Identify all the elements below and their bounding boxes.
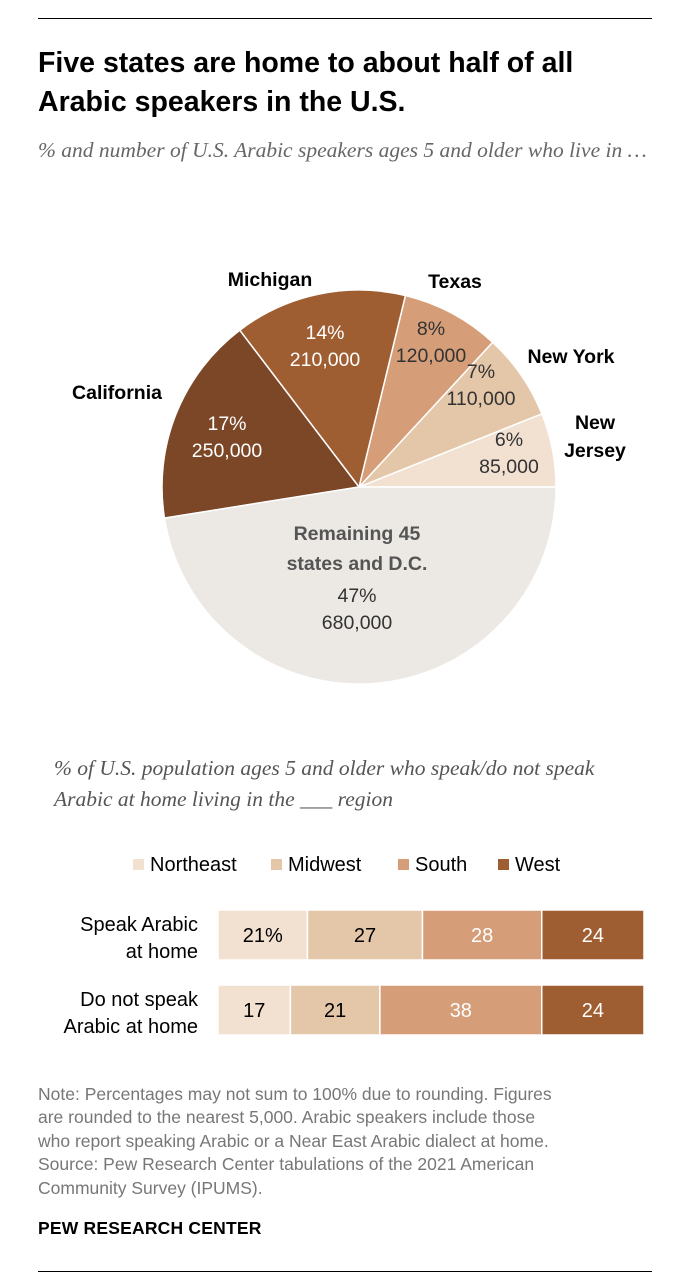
pie-percent-label-remaining-45-states-and-d-c: 47%	[337, 585, 376, 607]
chart-subtitle: % and number of U.S. Arabic speakers age…	[38, 138, 647, 162]
note-line: Community Survey (IPUMS).	[38, 1177, 263, 1198]
bar-segment-south-speak-arabic-at-home	[421, 909, 543, 961]
chart-title: Five states are home to about half of al…	[38, 47, 574, 118]
legend-label-south: South	[415, 854, 468, 876]
note-line: Source: Pew Research Center tabulations …	[38, 1154, 535, 1175]
pie-category-label-texas: Texas	[428, 271, 482, 293]
bar-segment-west-do-not-speak-arabic-at-home	[541, 984, 645, 1036]
bar-value-label-west: 24	[582, 925, 604, 947]
pie-category-label-new-york: New York	[527, 346, 614, 368]
legend-item-west: West	[498, 852, 560, 878]
bar-value-label-south: 38	[450, 1000, 472, 1022]
pie-category-label-california: California	[72, 382, 162, 404]
bar-category-label: Speak Arabic	[80, 914, 198, 936]
legend-swatch-south	[398, 859, 409, 870]
bar-segment-south-do-not-speak-arabic-at-home	[379, 984, 543, 1036]
bar-category-label: at home	[126, 941, 198, 963]
pie-category-label-remaining-45-states-and-d-c: states and D.C.	[287, 553, 428, 575]
note-line: are rounded to the nearest 5,000. Arabic…	[38, 1107, 536, 1128]
pie-number-label-texas: 120,000	[396, 345, 467, 367]
legend-item-midwest: Midwest	[271, 852, 361, 878]
legend-label-midwest: Midwest	[288, 854, 362, 876]
pie-category-label-new-jersey: Jersey	[564, 440, 626, 462]
pie-number-label-new-jersey: 85,000	[479, 456, 539, 478]
pie-category-label-michigan: Michigan	[228, 269, 313, 291]
pie-chart: 6% 85,000 New Jersey 7% 110,000 New York 8% 120,…	[72, 269, 626, 685]
bar-chart-subtitle: % of U.S. population ages 5 and older wh…	[54, 756, 595, 811]
bottom-rule	[38, 1271, 652, 1272]
pie-percent-label-new-york: 7%	[467, 361, 495, 383]
bar-legend: Northeast Midwest South West	[0, 852, 676, 878]
bar-value-label-northeast: 17	[243, 1000, 265, 1022]
pie-percent-label-michigan: 14%	[305, 322, 344, 344]
pie-slice-california	[161, 329, 360, 519]
pie-slices	[161, 289, 557, 685]
bar-value-label-west: 24	[582, 1000, 604, 1022]
note-line: Note: Percentages may not sum to 100% du…	[38, 1084, 552, 1104]
legend-label-northeast: Northeast	[150, 854, 237, 876]
bar-value-label-south: 28	[471, 925, 493, 947]
pie-slice-texas	[358, 294, 494, 488]
pie-number-label-california: 250,000	[192, 440, 263, 462]
chart-note: Note: Percentages may not sum to 100% du…	[38, 1083, 658, 1200]
bar-value-label-midwest: 27	[354, 925, 376, 947]
pie-number-label-michigan: 210,000	[290, 349, 361, 371]
bar-value-label-midwest: 21	[324, 1000, 346, 1022]
pie-category-label-new-jersey: New	[575, 412, 616, 434]
bar-category-label: Do not speak	[80, 989, 199, 1011]
legend-label-west: West	[515, 854, 561, 876]
stacked-bar-chart: Speak Arabic at home 21% 27 28 24 Do not speak…	[63, 909, 645, 1038]
legend-swatch-west	[498, 859, 509, 870]
pie-slice-remaining-45-states-and-d-c	[163, 486, 557, 685]
pie-percent-label-texas: 8%	[417, 318, 445, 340]
pie-number-label-remaining-45-states-and-d-c: 680,000	[322, 612, 393, 634]
pie-slice-michigan	[238, 289, 407, 488]
top-rule	[38, 18, 652, 19]
note-line: who report speaking Arabic or a Near Eas…	[38, 1130, 549, 1151]
bar-segment-west-speak-arabic-at-home	[541, 909, 645, 961]
source-organization: PEW RESEARCH CENTER	[38, 1218, 262, 1238]
bar-category-label: Arabic at home	[63, 1016, 198, 1038]
legend-swatch-midwest	[271, 859, 282, 870]
legend-swatch-northeast	[133, 859, 144, 870]
bar-segment-northeast-speak-arabic-at-home	[217, 909, 309, 961]
pie-percent-label-new-jersey: 6%	[495, 429, 523, 451]
legend-item-northeast: Northeast	[133, 852, 237, 878]
bar-segment-northeast-do-not-speak-arabic-at-home	[217, 984, 292, 1036]
pie-percent-label-california: 17%	[207, 413, 246, 435]
pie-category-label-remaining-45-states-and-d-c: Remaining 45	[294, 523, 421, 545]
legend-item-south: South	[398, 852, 467, 878]
bar-value-label-northeast: 21%	[243, 925, 283, 947]
pie-number-label-new-york: 110,000	[446, 388, 515, 410]
